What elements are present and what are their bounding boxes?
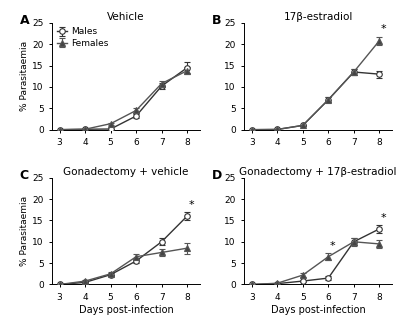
X-axis label: Days post-infection: Days post-infection: [271, 305, 366, 315]
Text: B: B: [212, 14, 221, 27]
Y-axis label: % Parasitaemia: % Parasitaemia: [20, 196, 29, 266]
Title: Vehicle: Vehicle: [107, 12, 145, 22]
Title: 17β-estradiol: 17β-estradiol: [283, 12, 353, 22]
X-axis label: Days post-infection: Days post-infection: [78, 305, 173, 315]
Text: *: *: [380, 213, 386, 223]
Title: Gonadectomy + vehicle: Gonadectomy + vehicle: [63, 167, 189, 177]
Text: C: C: [20, 169, 29, 182]
Text: *: *: [380, 25, 386, 34]
Text: *: *: [188, 200, 194, 210]
Title: Gonadectomy + 17β-estradiol: Gonadectomy + 17β-estradiol: [239, 167, 397, 177]
Legend: Males, Females: Males, Females: [55, 26, 110, 49]
Text: *: *: [330, 241, 335, 251]
Y-axis label: % Parasitaemia: % Parasitaemia: [20, 41, 29, 111]
Text: A: A: [20, 14, 29, 27]
Text: D: D: [212, 169, 222, 182]
